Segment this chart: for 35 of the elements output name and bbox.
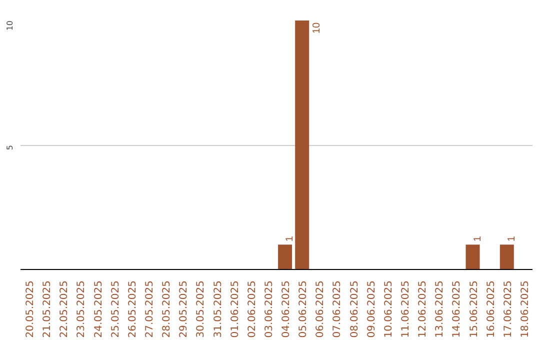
data-label: 10: [312, 22, 323, 34]
x-tick-label: 26.05.2025: [127, 280, 138, 338]
x-tick-label: 15.06.2025: [468, 280, 480, 338]
x-tick-label: 20.05.2025: [25, 280, 36, 338]
x-tick-label: 02.06.2025: [246, 280, 258, 338]
x-tick-label: 30.05.2025: [196, 280, 207, 338]
y-tick-label: 5: [6, 144, 14, 150]
x-tick-label: 04.06.2025: [281, 280, 292, 338]
x-tick-label: 18.06.2025: [520, 280, 531, 338]
x-tick-label: 10.06.2025: [383, 280, 394, 338]
x-tick-label: 17.06.2025: [502, 280, 514, 338]
x-tick-label: 11.06.2025: [400, 280, 412, 338]
x-tick-label: 03.06.2025: [264, 280, 275, 338]
x-tick-label: 09.06.2025: [366, 280, 378, 338]
data-label: 1: [506, 236, 518, 242]
x-tick-label: 06.06.2025: [315, 280, 326, 338]
x-tick-label: 21.05.2025: [42, 280, 54, 338]
x-tick-label: 12.06.2025: [418, 280, 429, 338]
x-tick-label: 14.06.2025: [452, 280, 463, 338]
x-tick-label: 07.06.2025: [332, 280, 344, 338]
data-label: 1: [284, 236, 296, 242]
x-tick-label: 22.05.2025: [59, 280, 70, 338]
x-tick-label: 05.06.2025: [298, 280, 310, 338]
x-tick-label: 29.05.2025: [178, 280, 190, 338]
data-label: 1: [472, 236, 484, 242]
x-tick-label: 16.06.2025: [486, 280, 497, 338]
x-tick-label: 13.06.2025: [434, 280, 446, 338]
x-tick-label: 27.05.2025: [144, 280, 156, 338]
x-tick-label: 08.06.2025: [349, 280, 360, 338]
x-tick-label: 28.05.2025: [162, 280, 173, 338]
x-tick-label: 01.06.2025: [230, 280, 241, 338]
x-tick-label: 23.05.2025: [76, 280, 88, 338]
x-tick-label: 25.05.2025: [110, 280, 122, 338]
x-tick-label: 31.05.2025: [212, 280, 224, 338]
x-tick-label: 24.05.2025: [93, 280, 104, 338]
